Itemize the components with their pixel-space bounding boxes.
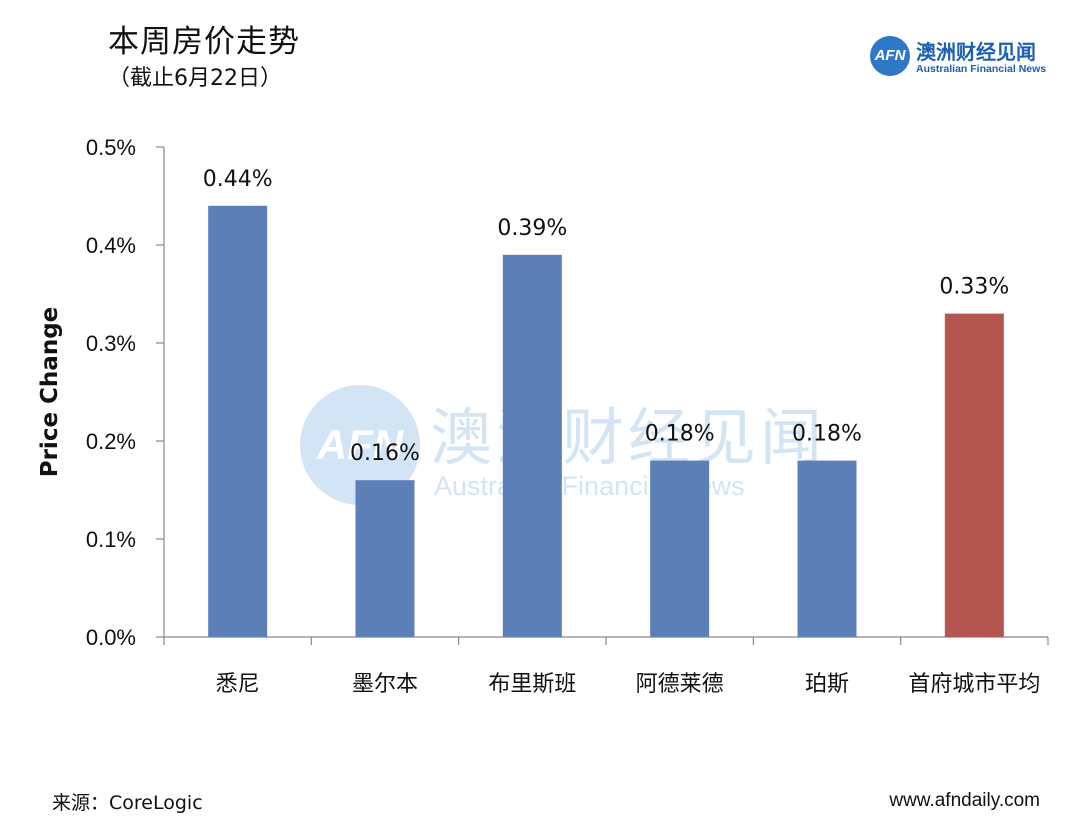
x-category-label: 首府城市平均: [908, 672, 1040, 697]
bar-value-label: 0.18%: [792, 422, 862, 447]
chart-subtitle: （截止6月22日）: [108, 66, 282, 91]
bar[interactable]: [208, 205, 268, 638]
x-category-label: 阿德莱德: [636, 672, 724, 697]
afn-logo-icon: AFN: [870, 36, 910, 76]
y-tick-label: 0.5%: [86, 135, 136, 160]
source-note: 来源：CoreLogic: [52, 792, 203, 814]
y-axis-title: Price Change: [37, 307, 63, 478]
bar[interactable]: [944, 313, 1004, 637]
y-tick-label: 0.4%: [86, 233, 136, 258]
bar[interactable]: [355, 480, 415, 637]
y-tick-label: 0.1%: [86, 527, 136, 552]
x-category-label: 珀斯: [805, 672, 849, 697]
x-category-label: 悉尼: [216, 672, 260, 697]
bar[interactable]: [650, 460, 710, 637]
bar-value-label: 0.33%: [939, 275, 1009, 300]
x-category-label: 墨尔本: [352, 672, 418, 697]
bar-value-label: 0.16%: [350, 441, 420, 466]
bar[interactable]: [797, 460, 857, 637]
logo-name-en: Australian Financial News: [916, 63, 1047, 75]
y-tick-label: 0.0%: [86, 625, 136, 650]
bar-value-label: 0.44%: [203, 167, 273, 192]
website-link[interactable]: www.afndaily.com: [889, 790, 1040, 811]
y-tick-label: 0.3%: [86, 331, 136, 356]
y-tick-label: 0.2%: [86, 429, 136, 454]
bar-value-label: 0.18%: [645, 422, 715, 447]
chart-title: 本周房价走势: [108, 24, 300, 60]
x-category-label: 布里斯班: [488, 672, 576, 697]
bar[interactable]: [502, 254, 562, 638]
logo-name-cn: 澳洲财经见闻: [916, 40, 1036, 64]
bar-value-label: 0.39%: [497, 216, 567, 241]
